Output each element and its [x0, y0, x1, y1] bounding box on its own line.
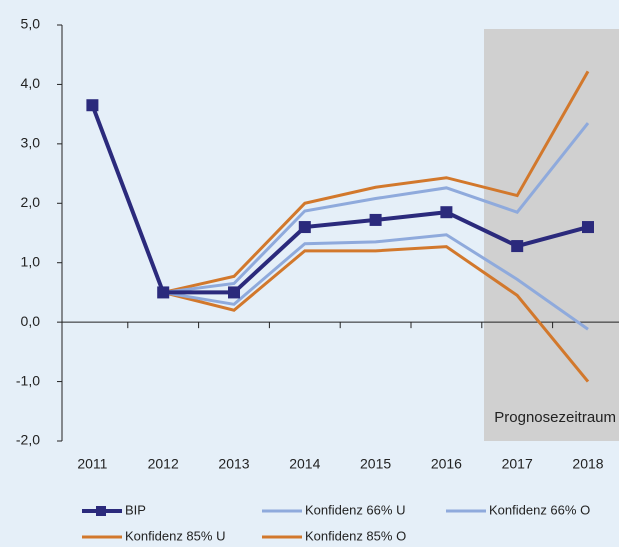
x-tick-label: 2017 [502, 456, 533, 472]
y-tick-label: -1,0 [16, 372, 40, 388]
x-tick-label: 2014 [289, 456, 320, 472]
y-tick-label: -2,0 [16, 432, 40, 448]
marker [228, 286, 240, 299]
x-tick-label: 2013 [218, 456, 249, 472]
legend-label: Konfidenz 85% U [125, 528, 225, 543]
legend-marker [96, 506, 106, 516]
forecast-label: Prognosezeitraum [494, 409, 616, 426]
legend-label: BIP [125, 502, 146, 517]
marker [369, 213, 382, 226]
legend-label: Konfidenz 66% U [305, 502, 405, 517]
x-tick-label: 2015 [360, 456, 391, 472]
series-line [90, 104, 589, 295]
y-tick-label: 2,0 [21, 194, 41, 210]
y-tick-label: 1,0 [21, 253, 41, 269]
y-tick-label: 0,0 [21, 313, 41, 329]
x-tick-label: 2018 [572, 456, 603, 472]
legend-label: Konfidenz 66% O [489, 502, 590, 517]
marker [86, 99, 99, 112]
marker [582, 221, 594, 234]
marker [298, 221, 311, 234]
marker [511, 240, 524, 253]
x-tick-label: 2016 [431, 456, 462, 472]
y-tick-label: 3,0 [21, 135, 41, 151]
y-tick-label: 5,0 [21, 16, 41, 32]
x-tick-label: 2011 [77, 456, 107, 472]
marker [157, 286, 170, 299]
x-tick-label: 2012 [148, 456, 179, 472]
y-tick-label: 4,0 [21, 75, 41, 91]
legend-label: Konfidenz 85% O [305, 528, 406, 543]
marker [440, 206, 453, 219]
